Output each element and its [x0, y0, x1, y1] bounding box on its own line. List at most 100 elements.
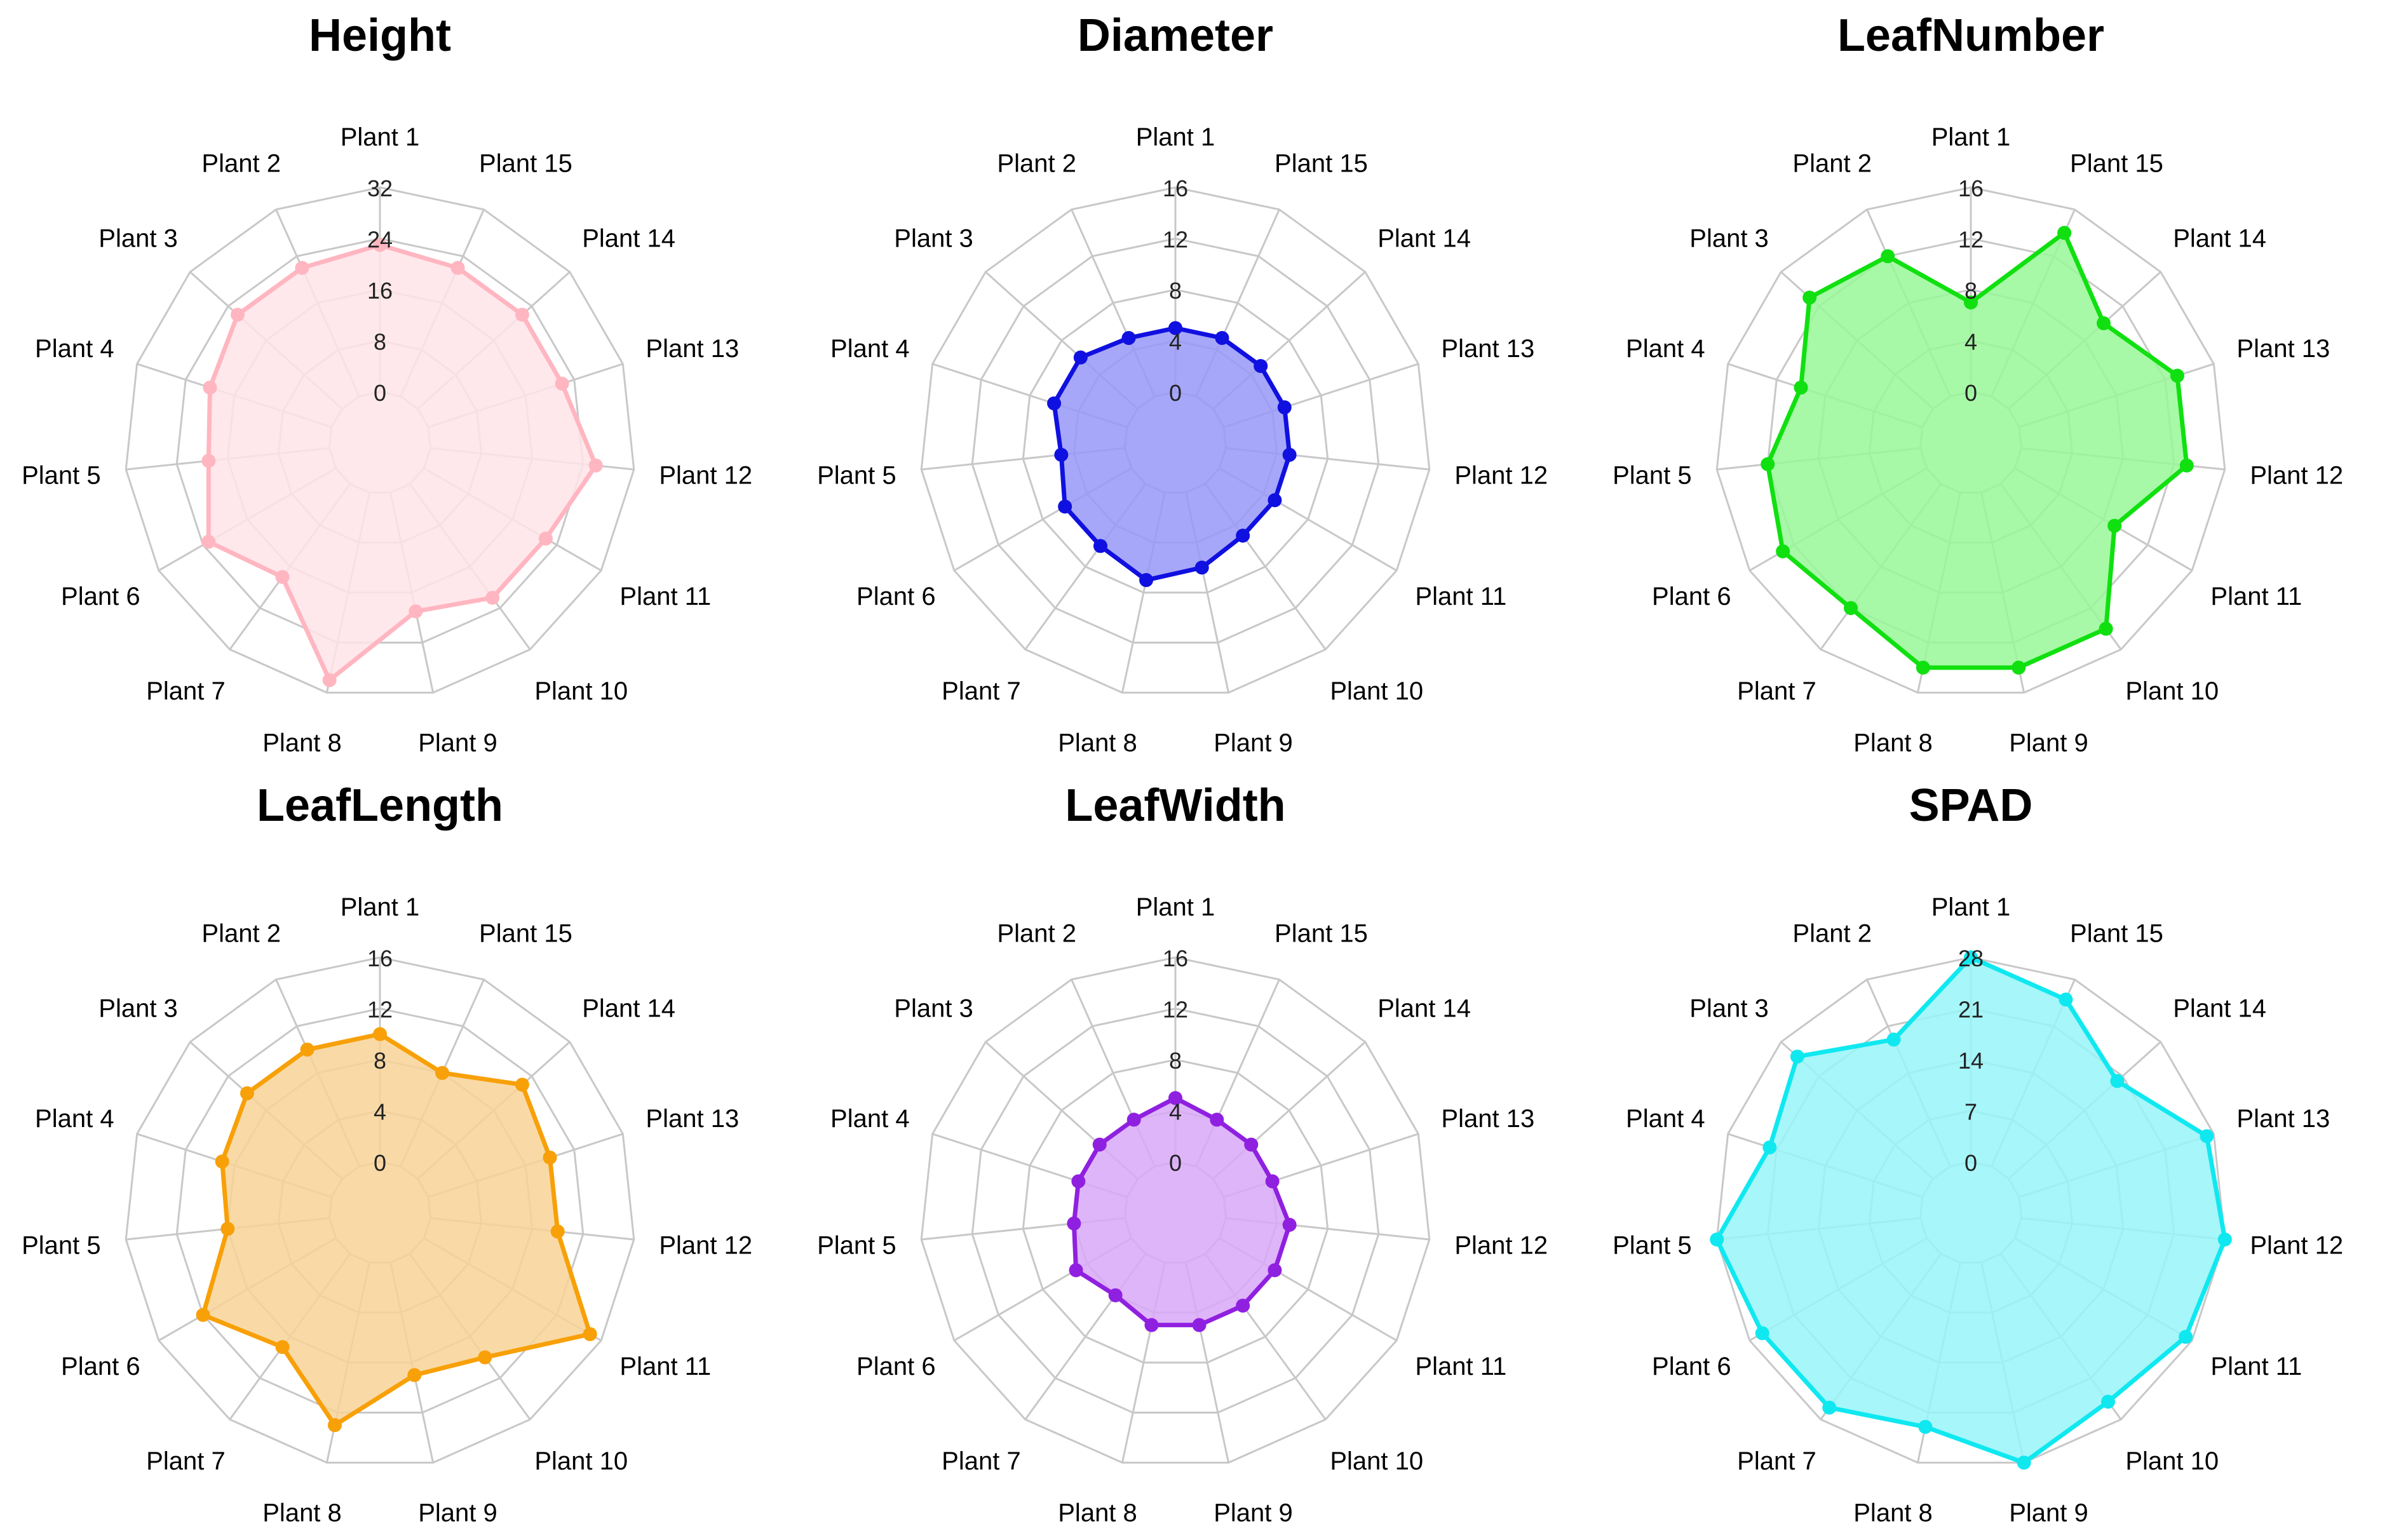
grid-ring: [175, 1007, 585, 1414]
data-point: [201, 534, 216, 549]
axis-label: Plant 13: [1441, 335, 1534, 363]
radar-chart-leafnumber: LeafNumber 0 4 8 12 16 Plant 1 Plant 15 Plant 14…: [1591, 0, 2386, 770]
data-point: [583, 1327, 597, 1341]
axis-label: Plant 1: [1136, 893, 1215, 921]
grid-ring: [1022, 288, 1329, 594]
data-point: [2059, 992, 2073, 1007]
axis-label: Plant 14: [1377, 994, 1471, 1022]
data-point: [588, 458, 603, 473]
axis-label: Plant 10: [534, 677, 628, 705]
axis-label: Plant 6: [1652, 1353, 1731, 1381]
axis-label: Plant 4: [35, 335, 114, 363]
tick-label: 0: [1964, 1150, 1977, 1176]
axis-label: Plant 9: [2009, 729, 2088, 757]
axis-label: Plant 5: [22, 1231, 101, 1259]
axis-label: Plant 4: [830, 1105, 910, 1133]
data-point: [1761, 457, 1775, 471]
axis-label: Plant 15: [1275, 920, 1368, 948]
tick-label: 14: [1958, 1048, 1984, 1074]
data-point: [435, 1065, 450, 1080]
data-point: [478, 1350, 492, 1365]
radar-svg: LeafWidth 0 4 8 12 16 Plant 1 Plant 15 Plant 14 P…: [817, 780, 1548, 1527]
data-series-area: [1765, 231, 2189, 670]
axis-label: Plant 13: [2236, 335, 2330, 363]
chart-title: LeafWidth: [1065, 780, 1285, 831]
data-point: [1067, 1216, 1081, 1231]
radar-chart-height: Height 0 8 16 24 32 Plant 1 Plant 15 Plant 14 Pla…: [0, 0, 795, 770]
axis-label: Plant 3: [894, 994, 973, 1022]
data-point: [550, 1224, 565, 1239]
axis-label: Plant 10: [1330, 1447, 1423, 1475]
tick-label: 16: [1163, 175, 1188, 201]
data-point: [1776, 544, 1790, 558]
axis-label: Plant 13: [2236, 1105, 2330, 1133]
data-point: [485, 590, 500, 605]
axis-label: Plant 5: [817, 461, 896, 489]
axis-label: Plant 2: [201, 920, 281, 948]
data-point: [1215, 330, 1229, 345]
tick-label: 16: [1163, 945, 1188, 971]
axis-label: Plant 7: [942, 1447, 1021, 1475]
data-point: [1755, 1326, 1769, 1341]
tick-label: 8: [1169, 1048, 1182, 1074]
radar-svg: LeafNumber 0 4 8 12 16 Plant 1 Plant 15 Plant 14…: [1613, 10, 2343, 757]
axis-label: Plant 4: [1626, 1105, 1705, 1133]
data-point: [2097, 316, 2111, 330]
data-point: [1047, 396, 1062, 410]
data-point: [555, 376, 569, 391]
grid-ring: [971, 1007, 1380, 1414]
axis-label: Plant 9: [1214, 729, 1293, 757]
radar-chart-diameter: Diameter 0 4 8 12 16 Plant 1 Plant 15 Plant 14 Pl…: [795, 0, 1591, 770]
data-point: [1886, 1032, 1901, 1047]
data-point: [1265, 1174, 1280, 1189]
data-point: [1139, 573, 1154, 588]
data-point: [2101, 1395, 2116, 1409]
data-point: [1881, 249, 1895, 264]
data-point: [515, 1077, 529, 1092]
axis-label: Plant 9: [2009, 1499, 2088, 1527]
data-point: [1093, 539, 1108, 553]
data-point: [1054, 447, 1069, 462]
data-point: [1822, 1400, 1837, 1415]
axis-label: Plant 15: [2070, 150, 2163, 178]
data-point: [1762, 1140, 1777, 1155]
data-point: [2099, 621, 2113, 636]
data-point: [240, 1086, 254, 1100]
axis-label: Plant 14: [2173, 994, 2266, 1022]
data-point: [407, 1368, 422, 1382]
tick-label: 16: [1958, 175, 1984, 201]
axis-label: Plant 15: [1275, 150, 1368, 178]
data-point: [1126, 1112, 1141, 1127]
axis-label: Plant 6: [856, 1353, 936, 1381]
data-series-area: [1714, 955, 2228, 1465]
data-point: [1058, 499, 1072, 514]
grid-ring: [920, 956, 1431, 1464]
axis-label: Plant 7: [146, 677, 226, 705]
data-series-area: [1071, 1095, 1292, 1328]
axis-label: Plant 8: [262, 1499, 342, 1527]
grid-ring: [125, 956, 635, 1464]
axis-label: Plant 13: [646, 1105, 739, 1133]
axis-label: Plant 7: [1737, 1447, 1816, 1475]
tick-label: 16: [367, 278, 393, 304]
tick-label: 21: [1958, 997, 1984, 1023]
axis-label: Plant 11: [1415, 1353, 1506, 1381]
axis-label: Plant 7: [146, 1447, 226, 1475]
axis-label: Plant 1: [1931, 123, 2011, 151]
axis-label: Plant 1: [341, 893, 420, 921]
axis-label: Plant 12: [1454, 461, 1548, 489]
axis-label: Plant 2: [1792, 150, 1872, 178]
data-point: [373, 1027, 387, 1041]
axis-label: Plant 2: [201, 150, 281, 178]
data-point: [196, 1307, 210, 1322]
tick-label: 4: [1169, 1099, 1182, 1125]
chart-title: SPAD: [1909, 780, 2033, 831]
data-point: [1092, 1137, 1107, 1152]
axis-label: Plant 14: [582, 994, 675, 1022]
chart-title: Height: [309, 10, 451, 61]
axis-label: Plant 6: [61, 583, 140, 611]
data-point: [1964, 950, 1978, 964]
axis-label: Plant 11: [1415, 583, 1506, 611]
data-point: [2217, 1233, 2232, 1247]
axis-label: Plant 15: [479, 920, 572, 948]
